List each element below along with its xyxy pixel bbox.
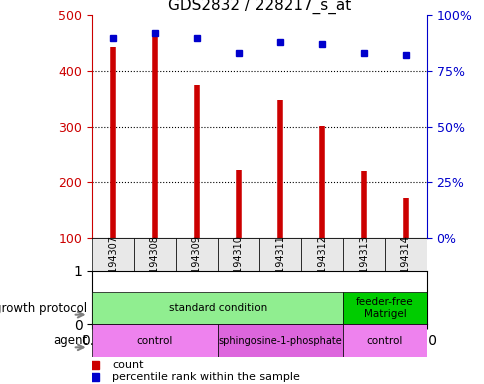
- FancyBboxPatch shape: [342, 238, 384, 292]
- Text: feeder-free
Matrigel: feeder-free Matrigel: [355, 297, 413, 319]
- Text: GSM194307: GSM194307: [108, 235, 118, 295]
- FancyBboxPatch shape: [92, 324, 217, 357]
- FancyBboxPatch shape: [134, 238, 175, 292]
- Text: control: control: [136, 336, 173, 346]
- FancyBboxPatch shape: [175, 238, 217, 292]
- FancyBboxPatch shape: [217, 238, 259, 292]
- Text: percentile rank within the sample: percentile rank within the sample: [112, 372, 300, 382]
- Text: GSM194313: GSM194313: [358, 235, 368, 295]
- Text: growth protocol: growth protocol: [0, 302, 87, 314]
- FancyBboxPatch shape: [217, 324, 342, 357]
- Text: GSM194312: GSM194312: [317, 235, 327, 295]
- FancyBboxPatch shape: [342, 324, 426, 357]
- FancyBboxPatch shape: [384, 238, 426, 292]
- Text: control: control: [366, 336, 402, 346]
- Text: GSM194310: GSM194310: [233, 235, 243, 295]
- Text: agent: agent: [53, 334, 87, 347]
- Text: sphingosine-1-phosphate: sphingosine-1-phosphate: [218, 336, 342, 346]
- FancyBboxPatch shape: [92, 238, 134, 292]
- Text: standard condition: standard condition: [168, 303, 266, 313]
- FancyBboxPatch shape: [92, 292, 342, 324]
- Text: GSM194311: GSM194311: [275, 235, 285, 295]
- Title: GDS2832 / 228217_s_at: GDS2832 / 228217_s_at: [167, 0, 350, 14]
- Text: count: count: [112, 360, 143, 370]
- FancyBboxPatch shape: [342, 292, 426, 324]
- Text: GSM194309: GSM194309: [191, 235, 201, 295]
- Text: GSM194314: GSM194314: [400, 235, 410, 295]
- FancyBboxPatch shape: [301, 238, 342, 292]
- Text: GSM194308: GSM194308: [150, 235, 160, 295]
- FancyBboxPatch shape: [259, 238, 301, 292]
